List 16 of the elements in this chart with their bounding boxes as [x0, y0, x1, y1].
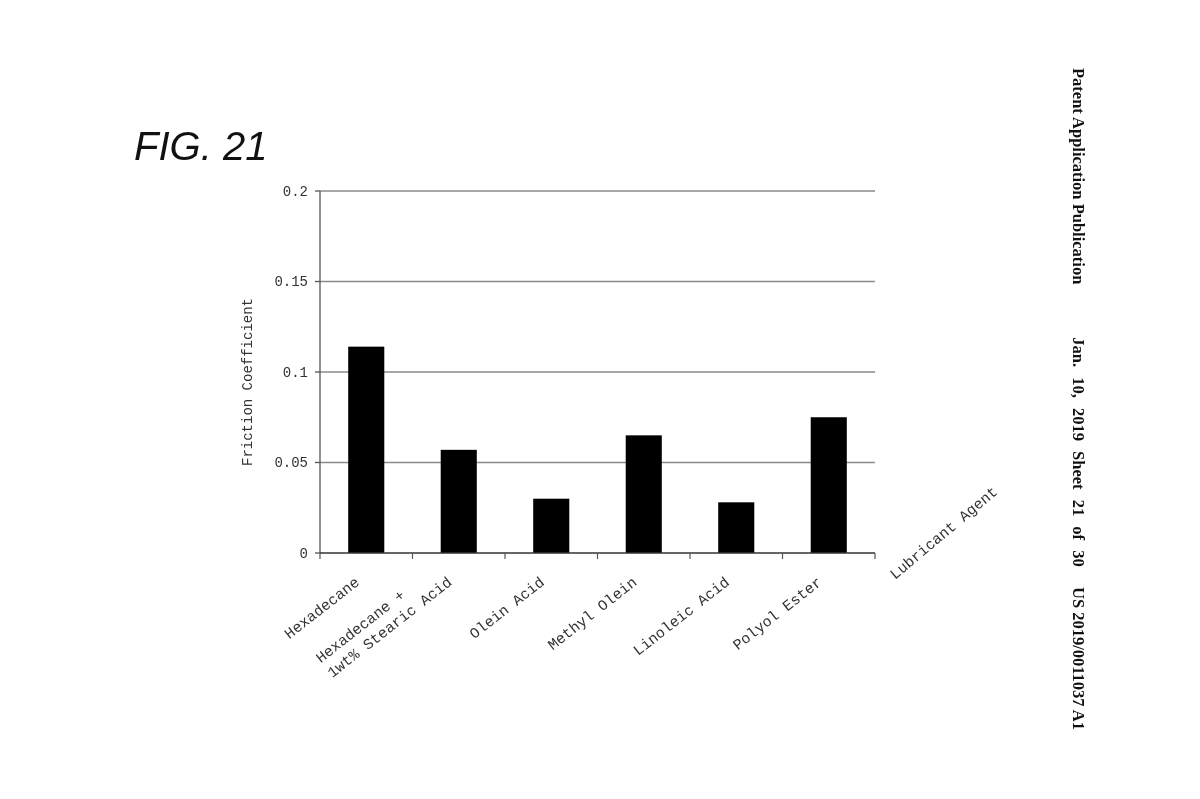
text: US 2019/0011037 A1	[1069, 586, 1088, 730]
bar	[533, 498, 570, 553]
bar	[625, 435, 662, 553]
bar	[348, 346, 385, 553]
y-tick-label: 0.2	[282, 183, 308, 200]
bar	[810, 417, 847, 553]
text: Patent Application Publication	[1069, 68, 1088, 285]
bar	[718, 502, 755, 553]
chart-title: FIG. 21	[134, 124, 268, 168]
y-axis-title: Friction Coefficient	[240, 297, 256, 467]
y-tick-label: 0	[299, 545, 308, 562]
y-tick-label: 0.15	[274, 274, 308, 291]
text: Jan. 10, 2019 Sheet 21 of 30	[1069, 337, 1088, 567]
bar	[440, 449, 477, 553]
y-tick-label: 0.05	[274, 455, 308, 472]
y-tick-label: 0.1	[282, 364, 308, 381]
